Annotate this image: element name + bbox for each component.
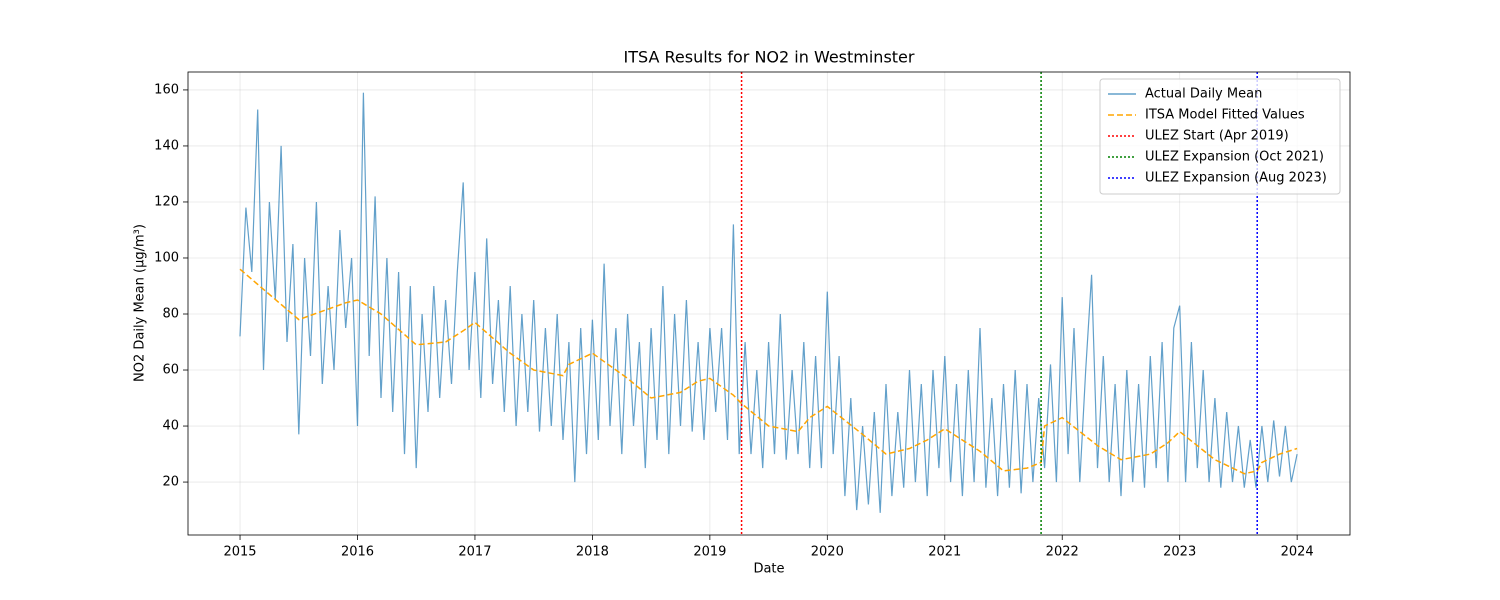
y-tick-label: 60 — [162, 363, 179, 378]
y-tick-label: 100 — [154, 250, 179, 265]
x-tick-label: 2022 — [1046, 545, 1079, 560]
y-tick-label: 20 — [162, 475, 179, 490]
x-tick-label: 2017 — [458, 545, 491, 560]
plot-frame — [187, 71, 1351, 536]
y-axis-label: NO2 Daily Mean (µg/m³) — [133, 224, 148, 382]
x-tick-label: 2016 — [341, 545, 374, 560]
x-tick-label: 2019 — [693, 545, 726, 560]
data-line — [239, 92, 1298, 513]
x-axis-label: Date — [753, 562, 784, 577]
x-tick-label: 2021 — [928, 545, 961, 560]
legend-label: ULEZ Expansion (Aug 2023) — [1145, 171, 1327, 186]
x-tick-label: 2015 — [223, 545, 256, 560]
x-tick-label: 2018 — [576, 545, 609, 560]
x-tick-label: 2020 — [811, 545, 844, 560]
y-tick-label: 140 — [154, 138, 179, 153]
x-tick-label: 2023 — [1163, 545, 1196, 560]
y-tick-label: 120 — [154, 194, 179, 209]
legend-label: ULEZ Start (Apr 2019) — [1145, 129, 1289, 144]
y-tick-label: 40 — [162, 419, 179, 434]
legend-label: ULEZ Expansion (Oct 2021) — [1145, 150, 1324, 165]
legend-label: ITSA Model Fitted Values — [1145, 108, 1305, 123]
chart-title: ITSA Results for NO2 in Westminster — [624, 48, 915, 67]
y-tick-label: 160 — [154, 82, 179, 97]
x-tick-label: 2024 — [1281, 545, 1314, 560]
data-line — [239, 268, 1298, 475]
legend-box — [1099, 78, 1341, 195]
legend-label: Actual Daily Mean — [1145, 87, 1262, 102]
y-tick-label: 80 — [162, 307, 179, 322]
